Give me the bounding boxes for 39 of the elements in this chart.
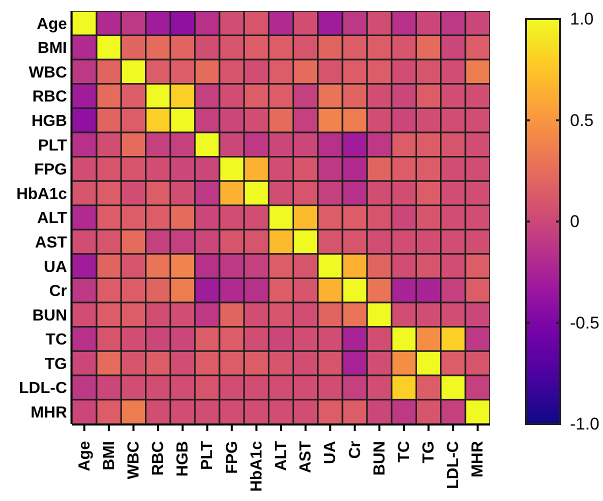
y-tick-label: HbA1c	[16, 186, 68, 203]
x-tick-label: MHR	[469, 440, 486, 478]
x-tick-label: TG	[420, 441, 438, 464]
x-tick-label: TC	[395, 440, 412, 462]
y-tick-label: ALT	[37, 210, 68, 228]
x-tick-label: ALT	[272, 440, 290, 471]
y-tick-label: PLT	[38, 137, 68, 154]
y-tick-label: LDL-C	[19, 380, 68, 398]
color-bar-label: 0	[570, 212, 580, 231]
y-tick-label: HGB	[31, 113, 67, 130]
y-tick-label: Age	[36, 16, 68, 33]
x-tick-label: HbA1c	[248, 440, 265, 492]
x-tick-label: AST	[297, 440, 314, 473]
y-tick-label: Cr	[49, 283, 67, 300]
y-tick-label: MHR	[30, 404, 68, 422]
y-tick-label: UA	[44, 258, 68, 276]
color-bar-label: 0.5	[570, 110, 594, 130]
x-tick-label: HGB	[174, 441, 192, 477]
x-tick-label: PLT	[198, 440, 216, 470]
color-bar-label: -1.0	[570, 414, 600, 434]
y-tick-label: RBC	[32, 88, 68, 106]
x-tick-label: UA	[322, 440, 339, 464]
y-tick-label: TC	[46, 332, 68, 349]
x-tick-label: BMI	[100, 441, 118, 470]
color-bar-label: -0.5	[570, 313, 600, 332]
x-tick-label: WBC	[124, 440, 142, 480]
y-tick-label: WBC	[28, 64, 68, 82]
x-tick-label: FPG	[223, 441, 240, 474]
x-tick-label: BUN	[370, 441, 388, 476]
x-tick-label: Cr	[346, 441, 364, 459]
y-tick-label: BMI	[38, 40, 67, 58]
y-tick-label: AST	[35, 234, 68, 252]
x-tick-label: RBC	[150, 440, 167, 476]
y-tick-label: FPG	[34, 162, 67, 179]
color-bar-label: 1.0	[570, 10, 594, 28]
x-tick-label: LDL-C	[444, 440, 462, 489]
x-tick-label: Age	[76, 440, 93, 472]
y-tick-label: BUN	[32, 307, 67, 324]
y-tick-label: TG	[44, 356, 67, 373]
